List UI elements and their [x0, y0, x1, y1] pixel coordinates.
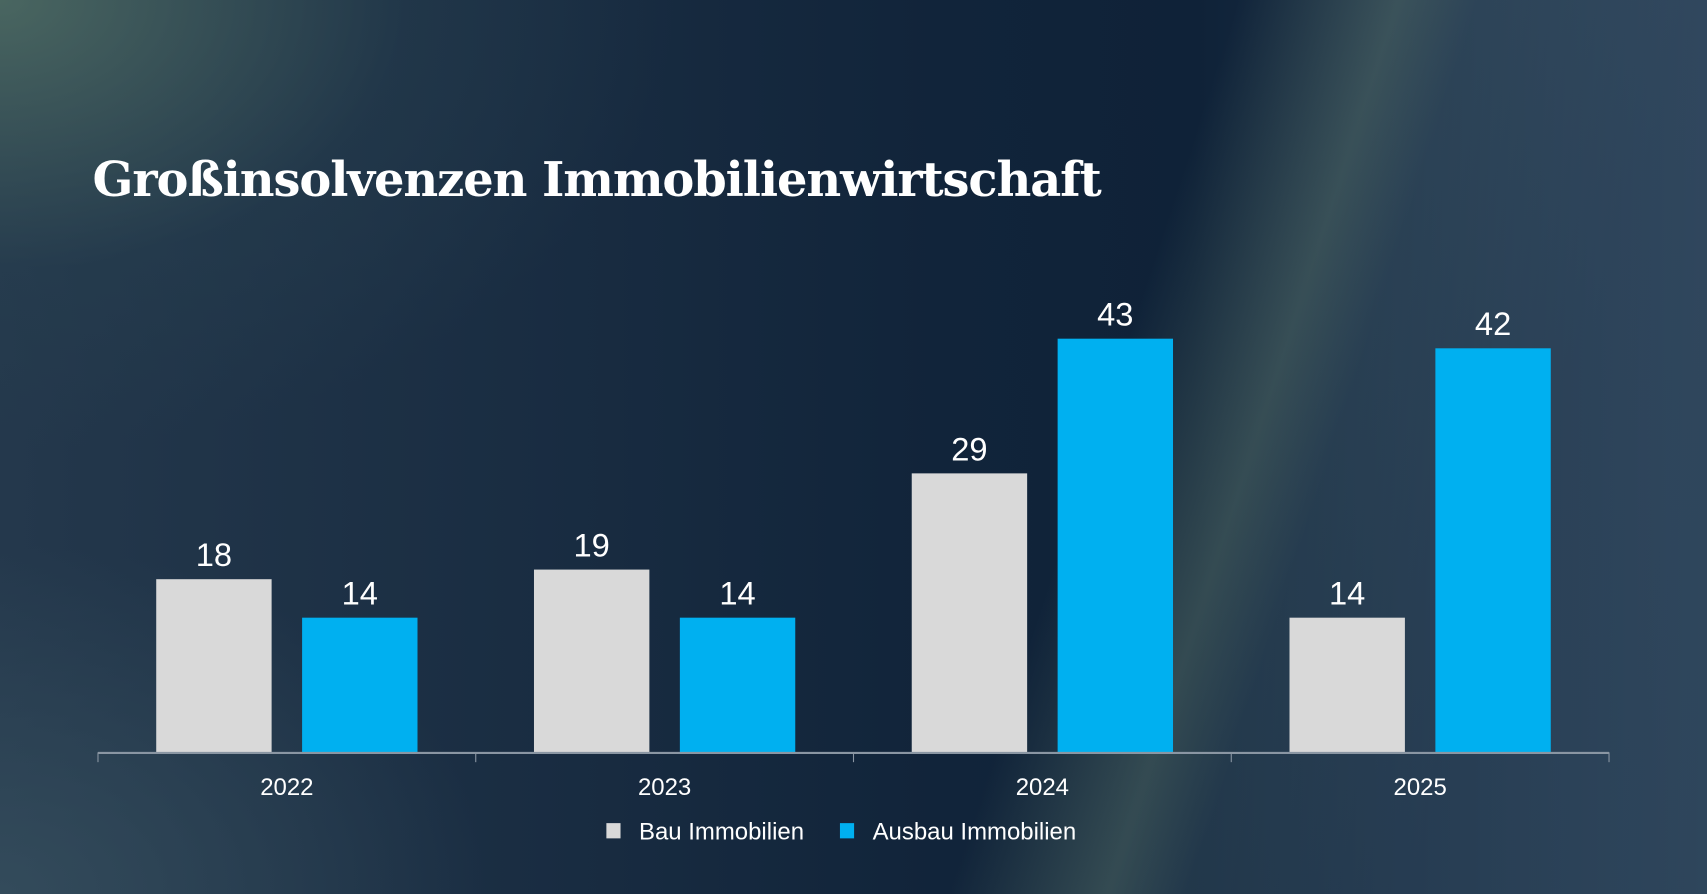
bar-ausbau-immobilien-2022	[302, 617, 418, 753]
bar-bau-immobilien-2022	[156, 579, 272, 753]
legend-swatch	[839, 823, 855, 839]
bar-bau-immobilien-2024	[911, 473, 1028, 753]
legend-swatch	[606, 823, 621, 839]
chart-title: Großinsolvenzen Immobilienwirtschaft	[93, 152, 1102, 208]
legend: Bau Immobilien Ausbau Immobilien	[606, 818, 1076, 845]
bar-bau-immobilien-2025	[1289, 617, 1405, 753]
bar-bau-immobilien-2023	[533, 569, 650, 753]
data-label: 14	[1329, 575, 1365, 612]
data-label: 18	[196, 536, 232, 573]
x-tick-label: 2024	[1016, 774, 1069, 801]
x-tick-label: 2025	[1394, 774, 1447, 801]
legend-label: Ausbau Immobilien	[873, 818, 1077, 845]
bar-ausbau-immobilien-2024	[1057, 338, 1174, 753]
legend-label: Bau Immobilien	[639, 818, 804, 845]
data-label: 14	[342, 575, 378, 612]
data-label: 42	[1475, 305, 1511, 342]
data-label: 29	[951, 430, 987, 467]
bar-ausbau-immobilien-2025	[1435, 348, 1551, 753]
data-label: 14	[719, 575, 755, 612]
data-label: 19	[574, 527, 610, 564]
bar-ausbau-immobilien-2023	[679, 617, 796, 753]
data-label: 43	[1097, 296, 1133, 333]
x-tick-label: 2023	[638, 774, 691, 801]
x-axis: 2022 2023 2024 2025	[97, 751, 1610, 801]
x-tick-label: 2022	[260, 774, 313, 801]
